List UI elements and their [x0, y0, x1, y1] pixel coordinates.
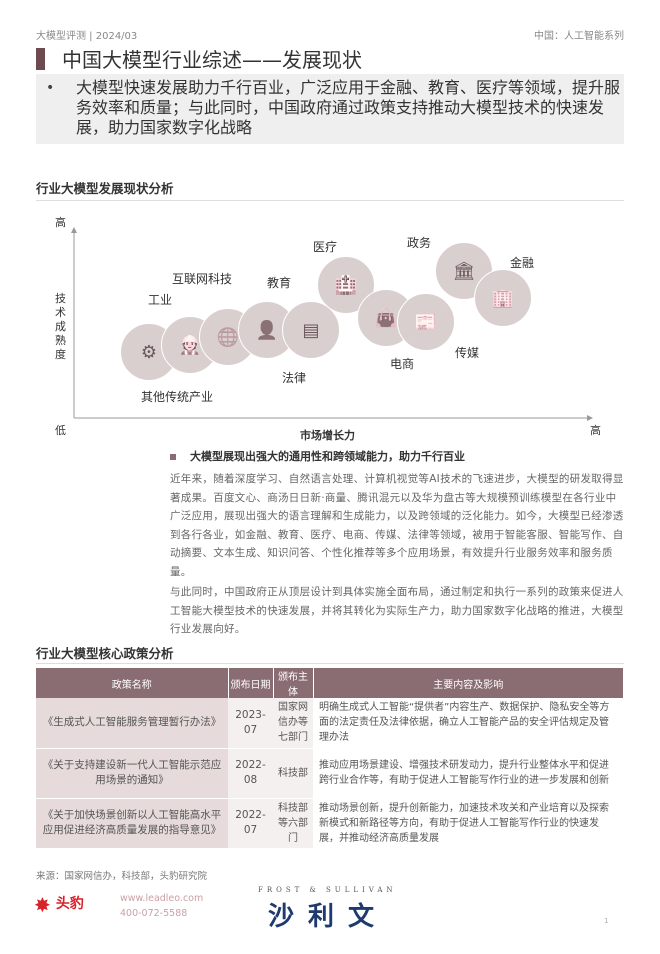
industry-label: 法律 — [281, 371, 307, 385]
teacher-icon: 👤 — [255, 319, 279, 341]
industry-label: 传媒 — [454, 346, 480, 360]
col-header: 政策名称 — [36, 668, 229, 698]
table-row: 《关于加快场景创新以人工智能高水平应用促进经济高质量发展的指导意见》 2022-0… — [36, 798, 624, 849]
diagram-title: 行业大模型发展现状分析 — [36, 181, 174, 196]
header-left: 大模型评测 | 2024/03 — [36, 31, 138, 42]
government-building-icon: 🏛 — [452, 260, 476, 282]
policy-name: 《关于支持建设新一代人工智能示范应用场景的通知》 — [36, 748, 228, 799]
policy-date: 2022-08 — [228, 748, 273, 799]
policy-date: 2023-07 — [228, 698, 273, 749]
source-note: 来源：国家网信办，科技部，头豹研究院 — [36, 871, 208, 882]
hospital-icon: 🏥 — [334, 274, 358, 296]
industry-label: 政务 — [406, 236, 432, 250]
industry-label: 医疗 — [312, 240, 338, 254]
gears-icon: ⚙ — [140, 341, 158, 363]
industry-bubble: 🏢 — [474, 269, 532, 327]
industry-label: 工业 — [147, 293, 173, 307]
industry-bubble-diagram: 高 技术成熟度 低 市场增长力 高 ⚙ 其他传统产业 👷 工业 🌐 互联网科技 👤 教育 ▤ 法律… — [0, 0, 660, 442]
policy-org: 科技部等六部门 — [273, 798, 313, 849]
policy-title: 行业大模型核心政策分析 — [36, 646, 174, 661]
subheading: 大模型展现出强大的通用性和跨领域能力，助力千行百业 — [170, 448, 465, 464]
industry-label: 互联网科技 — [171, 272, 233, 286]
y-axis-low: 低 — [55, 424, 66, 437]
policy-date: 2022-07 — [228, 798, 273, 849]
page-title: 中国大模型行业综述——发展现状 — [62, 48, 362, 72]
policy-table: 政策名称 颁布日期 颁布主体 主要内容及影响 《生成式人工智能服务管理暂行办法》… — [36, 668, 624, 849]
policy-org: 科技部 — [273, 748, 313, 799]
summary-box: • 大模型快速发展助力千行百业，广泛应用于金融、教育、医疗等领域，提升服务效率和… — [36, 74, 624, 144]
divider — [36, 200, 624, 201]
frost-tagline: FROST & SULLIVAN — [258, 886, 397, 894]
paragraph-2: 与此同时，中国政府正从顶层设计到具体实施全面布局，通过制定和执行一系列的政策来促… — [170, 586, 624, 635]
policy-name: 《关于加快场景创新以人工智能高水平应用促进经济高质量发展的指导意见》 — [36, 798, 228, 849]
leopard-icon: ✸ — [34, 893, 51, 917]
policy-content: 明确生成式人工智能“提供者”内容生产、数据保护、隐私安全等方面的法定责任及法律依… — [313, 698, 624, 749]
policy-content: 推动场景创新，提升创新能力，加速技术攻关和产业培育以及探索新模式和新路径等方向，… — [313, 798, 624, 849]
policy-content: 推动应用场景建设、增强技术研发动力，提升行业整体水平和促进跨行业合作等，有助于促… — [313, 748, 624, 799]
leadleo-logo: ✸ 头豹 — [34, 893, 84, 917]
law-book-icon: ▤ — [302, 319, 320, 341]
phone-number: 400-072-5588 — [120, 908, 188, 919]
paragraph-1: 近年来，随着深度学习、自然语言处理、计算机视觉等AI技术的飞速进步，大模型的研发… — [170, 473, 624, 578]
col-header: 颁布日期 — [228, 668, 274, 698]
industry-bubble: ▤ — [282, 301, 340, 359]
x-axis-high: 高 — [590, 424, 601, 437]
shopping-bag-icon: 👜 — [374, 307, 398, 329]
table-header-row: 政策名称 颁布日期 颁布主体 主要内容及影响 — [36, 668, 624, 698]
subheading-text: 大模型展现出强大的通用性和跨领域能力，助力千行百业 — [190, 450, 465, 463]
axes — [71, 227, 593, 421]
policy-org: 国家网信办等七部门 — [273, 698, 313, 749]
col-header: 颁布主体 — [273, 668, 314, 698]
table-row: 《生成式人工智能服务管理暂行办法》 2023-07 国家网信办等七部门 明确生成式人工… — [36, 698, 624, 749]
page-number: 1 — [604, 917, 609, 925]
website-link[interactable]: www.leadleo.com — [120, 893, 204, 904]
industry-label: 电商 — [389, 357, 415, 371]
x-axis-label: 市场增长力 — [300, 429, 355, 442]
col-header: 主要内容及影响 — [313, 668, 624, 698]
header-right: 中国：人工智能系列 — [534, 31, 624, 42]
industry-label: 金融 — [509, 256, 535, 270]
y-axis-label: 技术成熟度 — [55, 292, 66, 361]
policy-name: 《生成式人工智能服务管理暂行办法》 — [36, 698, 228, 749]
square-bullet-icon — [170, 454, 176, 460]
frost-sullivan-logo: 沙利文 — [268, 902, 389, 932]
summary-text: 大模型快速发展助力千行百业，广泛应用于金融、教育、医疗等领域，提升服务效率和质量… — [76, 78, 621, 137]
title-accent-bar — [36, 48, 45, 70]
table-row: 《关于支持建设新一代人工智能示范应用场景的通知》 2022-08 科技部 推动应用场景… — [36, 748, 624, 799]
industry-bubble: 📰 — [397, 293, 455, 351]
bank-building-icon: 🏢 — [491, 287, 515, 309]
industry-label: 教育 — [266, 276, 292, 290]
worker-icon: 👷 — [178, 334, 202, 356]
bullet: • — [46, 80, 55, 96]
newspaper-icon: 📰 — [414, 311, 438, 333]
divider — [36, 663, 624, 664]
industry-label: 其他传统产业 — [140, 390, 214, 404]
globe-icon: 🌐 — [216, 326, 240, 348]
y-axis-high: 高 — [55, 216, 66, 229]
